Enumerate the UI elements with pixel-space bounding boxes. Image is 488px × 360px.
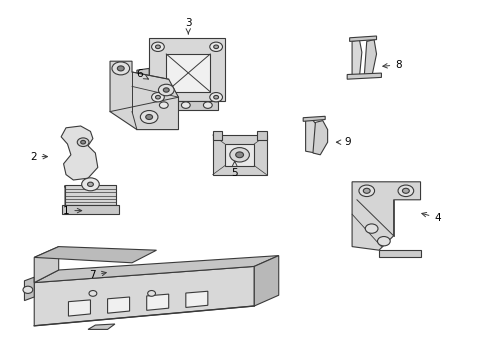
Circle shape (358, 185, 374, 197)
Circle shape (140, 111, 158, 123)
Polygon shape (34, 256, 278, 283)
Polygon shape (149, 38, 224, 101)
Polygon shape (146, 294, 168, 310)
Text: 4: 4 (421, 212, 440, 223)
Polygon shape (34, 266, 254, 326)
Polygon shape (110, 61, 178, 130)
Polygon shape (24, 277, 34, 301)
Polygon shape (346, 73, 381, 79)
Circle shape (213, 45, 218, 49)
Circle shape (213, 95, 218, 99)
Polygon shape (68, 300, 90, 316)
Circle shape (81, 140, 85, 144)
Polygon shape (212, 135, 266, 175)
Circle shape (158, 84, 174, 96)
Text: 5: 5 (231, 161, 238, 178)
Circle shape (89, 291, 97, 296)
Polygon shape (224, 144, 254, 166)
Text: 8: 8 (382, 60, 401, 70)
Circle shape (209, 42, 222, 51)
Circle shape (365, 224, 377, 233)
Circle shape (151, 93, 164, 102)
Circle shape (203, 102, 212, 108)
Polygon shape (254, 256, 278, 306)
Circle shape (112, 62, 129, 75)
Text: 3: 3 (184, 18, 191, 34)
Circle shape (209, 93, 222, 102)
Polygon shape (349, 36, 376, 41)
Circle shape (363, 188, 369, 193)
Polygon shape (34, 247, 59, 283)
Circle shape (235, 152, 243, 158)
Text: 7: 7 (89, 270, 106, 280)
Text: 1: 1 (62, 206, 81, 216)
Circle shape (151, 42, 164, 51)
Polygon shape (305, 119, 320, 153)
Circle shape (87, 182, 93, 186)
Polygon shape (137, 68, 149, 97)
Polygon shape (212, 131, 222, 140)
Polygon shape (256, 131, 266, 140)
Polygon shape (65, 185, 116, 205)
Polygon shape (185, 291, 207, 307)
Polygon shape (154, 101, 217, 110)
Circle shape (117, 66, 124, 71)
Circle shape (377, 237, 389, 246)
Circle shape (77, 138, 89, 147)
Circle shape (159, 102, 168, 108)
Polygon shape (62, 205, 119, 214)
Text: 9: 9 (336, 137, 350, 147)
Circle shape (397, 185, 413, 197)
Polygon shape (34, 247, 156, 263)
Circle shape (229, 148, 249, 162)
Polygon shape (65, 185, 116, 205)
Circle shape (163, 88, 169, 92)
Polygon shape (166, 54, 210, 92)
Circle shape (147, 291, 155, 296)
Circle shape (81, 178, 99, 191)
Text: 6: 6 (136, 69, 148, 79)
Polygon shape (88, 324, 115, 329)
Circle shape (145, 114, 152, 120)
Polygon shape (107, 297, 129, 313)
Circle shape (181, 102, 190, 108)
Polygon shape (312, 121, 327, 155)
Circle shape (402, 188, 408, 193)
Polygon shape (61, 126, 98, 180)
Circle shape (23, 286, 33, 293)
Text: 2: 2 (30, 152, 47, 162)
Polygon shape (378, 250, 420, 257)
Circle shape (155, 95, 160, 99)
Polygon shape (351, 40, 361, 77)
Polygon shape (351, 182, 420, 250)
Polygon shape (303, 116, 325, 121)
Polygon shape (364, 40, 376, 77)
Circle shape (155, 45, 160, 49)
